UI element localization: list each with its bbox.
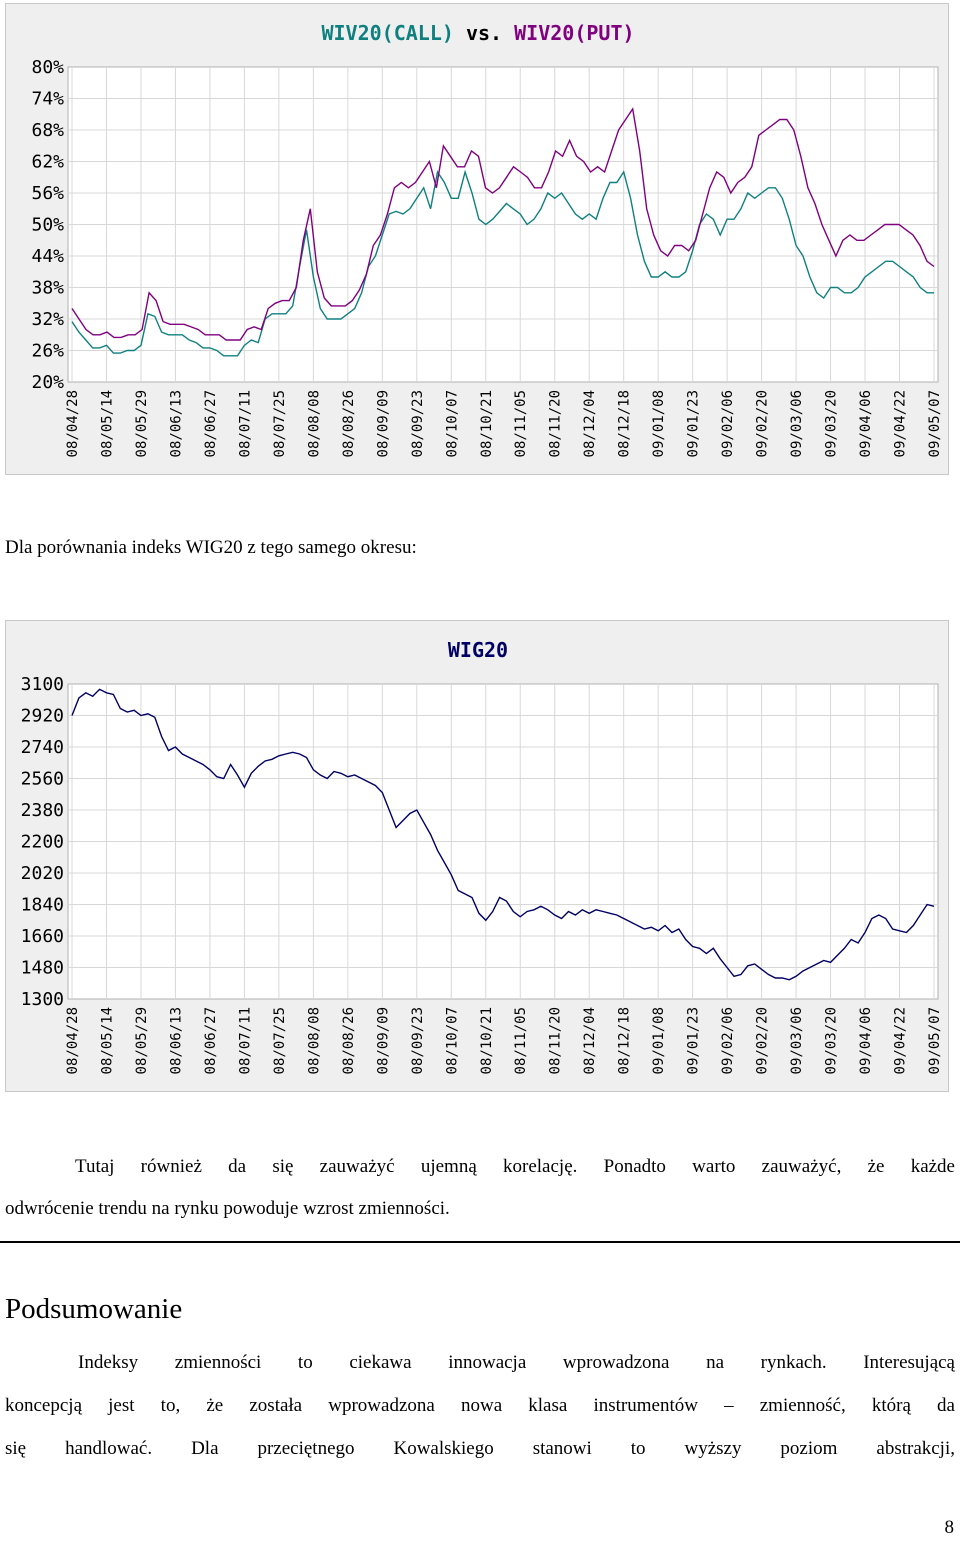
- x-tick-label: 08/10/21: [479, 1007, 495, 1074]
- x-tick-label: 08/05/14: [99, 1007, 115, 1074]
- x-tick-label: 09/05/07: [927, 390, 943, 457]
- y-tick-label: 56%: [31, 183, 64, 204]
- x-tick-label: 08/11/05: [513, 390, 529, 457]
- wig20-chart: WIG20 3100 2920 2740 2560 2380 2200 2020 1840 166…: [5, 620, 949, 1092]
- x-tick-label: 08/05/29: [134, 390, 150, 457]
- x-tick-label: 09/01/08: [651, 390, 667, 457]
- chart-title-part: WIV20(PUT): [502, 21, 634, 45]
- x-tick-label: 08/11/20: [548, 390, 564, 457]
- volatility-chart-svg: WIV20(CALL) vs. WIV20(PUT) 80% 74% 68% 62% 56…: [31, 21, 943, 457]
- chart-title-part: vs.: [454, 21, 502, 45]
- x-tick-label: 08/06/27: [203, 1007, 219, 1074]
- x-tick-label: 08/09/09: [375, 390, 391, 457]
- series-line-wig20: [71, 688, 935, 981]
- x-tick-label: 08/11/20: [548, 1007, 564, 1074]
- x-tick-label: 08/07/11: [237, 1007, 253, 1074]
- y-tick-label: 1300: [21, 989, 64, 1010]
- x-tick-label: 08/07/11: [237, 390, 253, 457]
- x-tick-label: 08/07/25: [272, 1007, 288, 1074]
- x-tick-label: 08/10/21: [479, 390, 495, 457]
- y-tick-label: 62%: [31, 152, 64, 173]
- x-tick-label: 09/03/20: [824, 1007, 840, 1074]
- x-tick-label: 08/12/04: [582, 390, 598, 457]
- x-tick-label: 08/06/13: [168, 1007, 184, 1074]
- chart-title-part: WIV20(CALL): [321, 21, 453, 45]
- x-tick-label: 08/09/23: [410, 390, 426, 457]
- wig20-chart-svg: WIG20 3100 2920 2740 2560 2380 2200 2020 1840 166…: [21, 638, 943, 1074]
- series-line-wiv20-call-: [71, 169, 934, 357]
- x-tick-label: 08/12/04: [582, 1007, 598, 1074]
- x-tick-label: 09/02/06: [720, 1007, 736, 1074]
- x-tick-label: 08/05/14: [99, 390, 115, 457]
- y-tick-label: 38%: [31, 278, 64, 299]
- y-tick-label: 80%: [31, 57, 64, 78]
- x-tick-label: 09/03/20: [824, 390, 840, 457]
- x-tick-label: 09/05/07: [927, 1007, 943, 1074]
- paragraph-1-line-2: odwrócenie trendu na rynku powoduje wzro…: [5, 1198, 450, 1219]
- chart-title: WIV20(CALL) vs. WIV20(PUT): [321, 21, 634, 45]
- y-tick-label: 50%: [31, 215, 64, 236]
- x-tick-label: 09/02/20: [755, 1007, 771, 1074]
- x-tick-label: 09/03/06: [789, 1007, 805, 1074]
- x-tick-label: 09/01/08: [651, 1007, 667, 1074]
- x-tick-label: 09/04/06: [858, 1007, 874, 1074]
- x-tick-label: 08/08/08: [306, 390, 322, 457]
- section-divider: [0, 1241, 960, 1243]
- x-tick-label: 09/04/22: [893, 390, 909, 457]
- x-tick-label: 09/02/06: [720, 390, 736, 457]
- y-tick-label: 3100: [21, 674, 64, 695]
- x-tick-label: 09/02/20: [755, 390, 771, 457]
- x-tick-label: 08/06/13: [168, 390, 184, 457]
- y-tick-label: 1660: [21, 926, 64, 947]
- paragraph-2-line-1: Indeksy zmienności to ciekawa innowacja …: [78, 1352, 955, 1373]
- y-tick-label: 1840: [21, 895, 64, 916]
- x-tick-label: 08/09/23: [410, 1007, 426, 1074]
- y-tick-label: 2560: [21, 769, 64, 790]
- x-tick-label: 08/04/28: [65, 1007, 81, 1074]
- x-tick-label: 09/04/06: [858, 390, 874, 457]
- y-tick-label: 32%: [31, 309, 64, 330]
- x-tick-label: 09/01/23: [686, 390, 702, 457]
- y-tick-label: 1480: [21, 958, 64, 979]
- paragraph-2-line-2: koncepcją jest to, że została wprowadzon…: [5, 1395, 955, 1416]
- x-tick-label: 08/10/07: [444, 1007, 460, 1074]
- y-tick-label: 20%: [31, 372, 64, 393]
- x-tick-label: 08/10/07: [444, 390, 460, 457]
- series-line-wiv20-put-: [71, 107, 935, 341]
- y-tick-label: 2740: [21, 737, 64, 758]
- y-tick-label: 26%: [31, 341, 64, 362]
- x-tick-label: 08/04/28: [65, 390, 81, 457]
- x-tick-label: 08/12/18: [617, 1007, 633, 1074]
- x-tick-label: 08/06/27: [203, 390, 219, 457]
- paragraph-2-line-3: się handlować. Dla przeciętnego Kowalski…: [5, 1438, 955, 1459]
- x-tick-label: 08/08/08: [306, 1007, 322, 1074]
- y-tick-label: 74%: [31, 89, 64, 110]
- y-tick-label: 44%: [31, 246, 64, 267]
- x-tick-label: 08/12/18: [617, 390, 633, 457]
- x-tick-label: 08/09/09: [375, 1007, 391, 1074]
- paragraph-1-line-1: Tutaj również da się zauważyć ujemną kor…: [75, 1156, 955, 1177]
- y-tick-label: 68%: [31, 120, 64, 141]
- x-tick-label: 09/03/06: [789, 390, 805, 457]
- x-tick-label: 08/05/29: [134, 1007, 150, 1074]
- y-tick-label: 2380: [21, 800, 64, 821]
- x-tick-label: 08/08/26: [341, 1007, 357, 1074]
- page-number: 8: [944, 1517, 955, 1538]
- y-tick-label: 2920: [21, 706, 64, 727]
- x-tick-label: 09/04/22: [893, 1007, 909, 1074]
- caption-text: Dla porównania indeks WIG20 z tego sameg…: [5, 537, 417, 558]
- y-tick-label: 2020: [21, 863, 64, 884]
- chart-title: WIG20: [448, 638, 508, 662]
- volatility-chart: WIV20(CALL) vs. WIV20(PUT) 80% 74% 68% 62% 56…: [5, 3, 949, 475]
- x-tick-label: 08/11/05: [513, 1007, 529, 1074]
- x-tick-label: 08/08/26: [341, 390, 357, 457]
- y-tick-label: 2200: [21, 832, 64, 853]
- section-heading: Podsumowanie: [5, 1293, 183, 1325]
- x-tick-label: 08/07/25: [272, 390, 288, 457]
- x-tick-label: 09/01/23: [686, 1007, 702, 1074]
